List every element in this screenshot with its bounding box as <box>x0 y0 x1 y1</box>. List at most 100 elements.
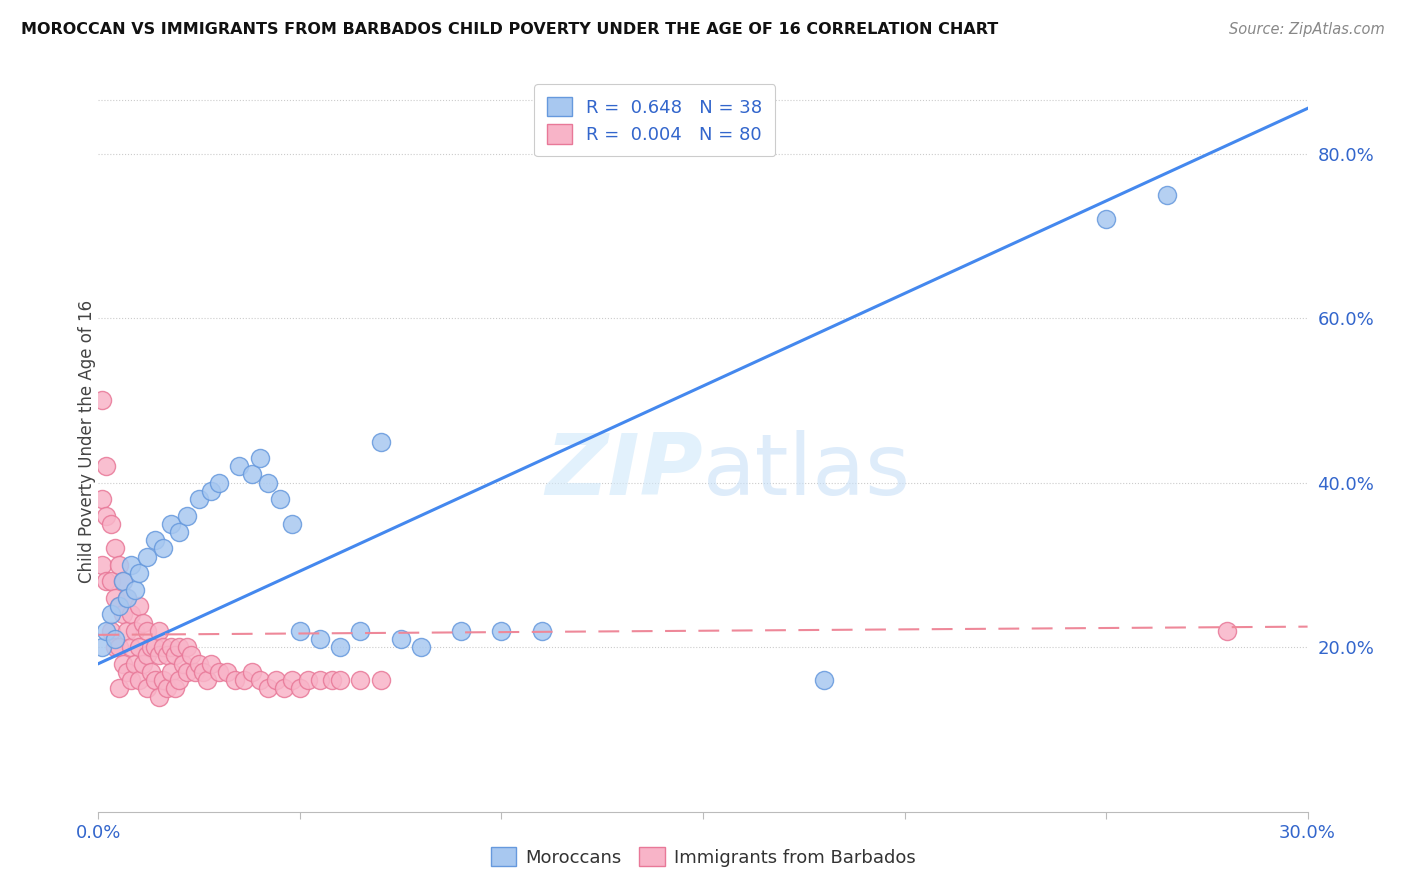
Text: ZIP: ZIP <box>546 430 703 513</box>
Point <box>100 624 122 638</box>
Point <box>111 607 134 622</box>
Point <box>124 582 146 597</box>
Point <box>450 624 472 638</box>
Point <box>491 624 513 638</box>
Point <box>349 673 371 687</box>
Point <box>224 673 246 687</box>
Point <box>176 640 198 655</box>
Point <box>329 640 352 655</box>
Point <box>321 673 343 687</box>
Point <box>148 648 170 663</box>
Point <box>143 640 166 655</box>
Point <box>128 673 150 687</box>
Point <box>172 657 194 671</box>
Point <box>115 665 138 679</box>
Point <box>163 681 186 696</box>
Point <box>232 673 254 687</box>
Point <box>184 665 207 679</box>
Point <box>139 665 162 679</box>
Point <box>120 607 142 622</box>
Point <box>240 665 263 679</box>
Point <box>193 665 215 679</box>
Point <box>91 558 114 572</box>
Point <box>167 524 190 539</box>
Point <box>96 459 118 474</box>
Point <box>176 508 198 523</box>
Point <box>128 640 150 655</box>
Point <box>100 574 122 589</box>
Point <box>124 657 146 671</box>
Point <box>167 640 190 655</box>
Point <box>269 492 291 507</box>
Point <box>264 673 287 687</box>
Text: Source: ZipAtlas.com: Source: ZipAtlas.com <box>1229 22 1385 37</box>
Point <box>96 508 118 523</box>
Point <box>160 640 183 655</box>
Point <box>107 681 129 696</box>
Point <box>91 640 114 655</box>
Point <box>132 615 155 630</box>
Point <box>120 673 142 687</box>
Point <box>156 648 179 663</box>
Point <box>256 681 278 696</box>
Point <box>143 533 166 548</box>
Legend: Moroccans, Immigrants from Barbados: Moroccans, Immigrants from Barbados <box>484 840 922 874</box>
Point <box>107 599 129 613</box>
Point <box>152 541 174 556</box>
Point <box>107 558 129 572</box>
Point <box>135 549 157 564</box>
Point <box>309 673 332 687</box>
Point <box>111 574 134 589</box>
Point <box>100 516 122 531</box>
Point <box>156 681 179 696</box>
Point <box>160 516 183 531</box>
Point <box>111 574 134 589</box>
Point <box>208 475 231 490</box>
Point <box>409 640 432 655</box>
Point <box>281 673 304 687</box>
Point <box>188 492 211 507</box>
Point <box>96 624 118 638</box>
Legend: R =  0.648   N = 38, R =  0.004   N = 80: R = 0.648 N = 38, R = 0.004 N = 80 <box>534 84 775 156</box>
Text: MOROCCAN VS IMMIGRANTS FROM BARBADOS CHILD POVERTY UNDER THE AGE OF 16 CORRELATI: MOROCCAN VS IMMIGRANTS FROM BARBADOS CHI… <box>21 22 998 37</box>
Point <box>370 434 392 449</box>
Point <box>91 492 114 507</box>
Point <box>228 459 250 474</box>
Point <box>139 640 162 655</box>
Point <box>135 681 157 696</box>
Point <box>167 673 190 687</box>
Point <box>273 681 295 696</box>
Point <box>91 393 114 408</box>
Point <box>297 673 319 687</box>
Point <box>240 467 263 482</box>
Point <box>200 657 222 671</box>
Point <box>309 632 332 646</box>
Point <box>188 657 211 671</box>
Point <box>103 640 125 655</box>
Point <box>217 665 239 679</box>
Point <box>100 607 122 622</box>
Point <box>208 665 231 679</box>
Point <box>288 681 311 696</box>
Y-axis label: Child Poverty Under the Age of 16: Child Poverty Under the Age of 16 <box>79 300 96 583</box>
Point <box>389 632 412 646</box>
Point <box>329 673 352 687</box>
Point <box>103 541 125 556</box>
Point <box>256 475 278 490</box>
Point <box>111 657 134 671</box>
Point <box>115 591 138 605</box>
Point <box>813 673 835 687</box>
Point <box>530 624 553 638</box>
Point <box>152 640 174 655</box>
Point <box>281 516 304 531</box>
Point <box>120 558 142 572</box>
Point <box>107 599 129 613</box>
Point <box>103 591 125 605</box>
Point <box>195 673 218 687</box>
Point <box>103 632 125 646</box>
Point <box>135 624 157 638</box>
Point <box>128 599 150 613</box>
Point <box>115 624 138 638</box>
Point <box>163 648 186 663</box>
Point <box>1216 624 1239 638</box>
